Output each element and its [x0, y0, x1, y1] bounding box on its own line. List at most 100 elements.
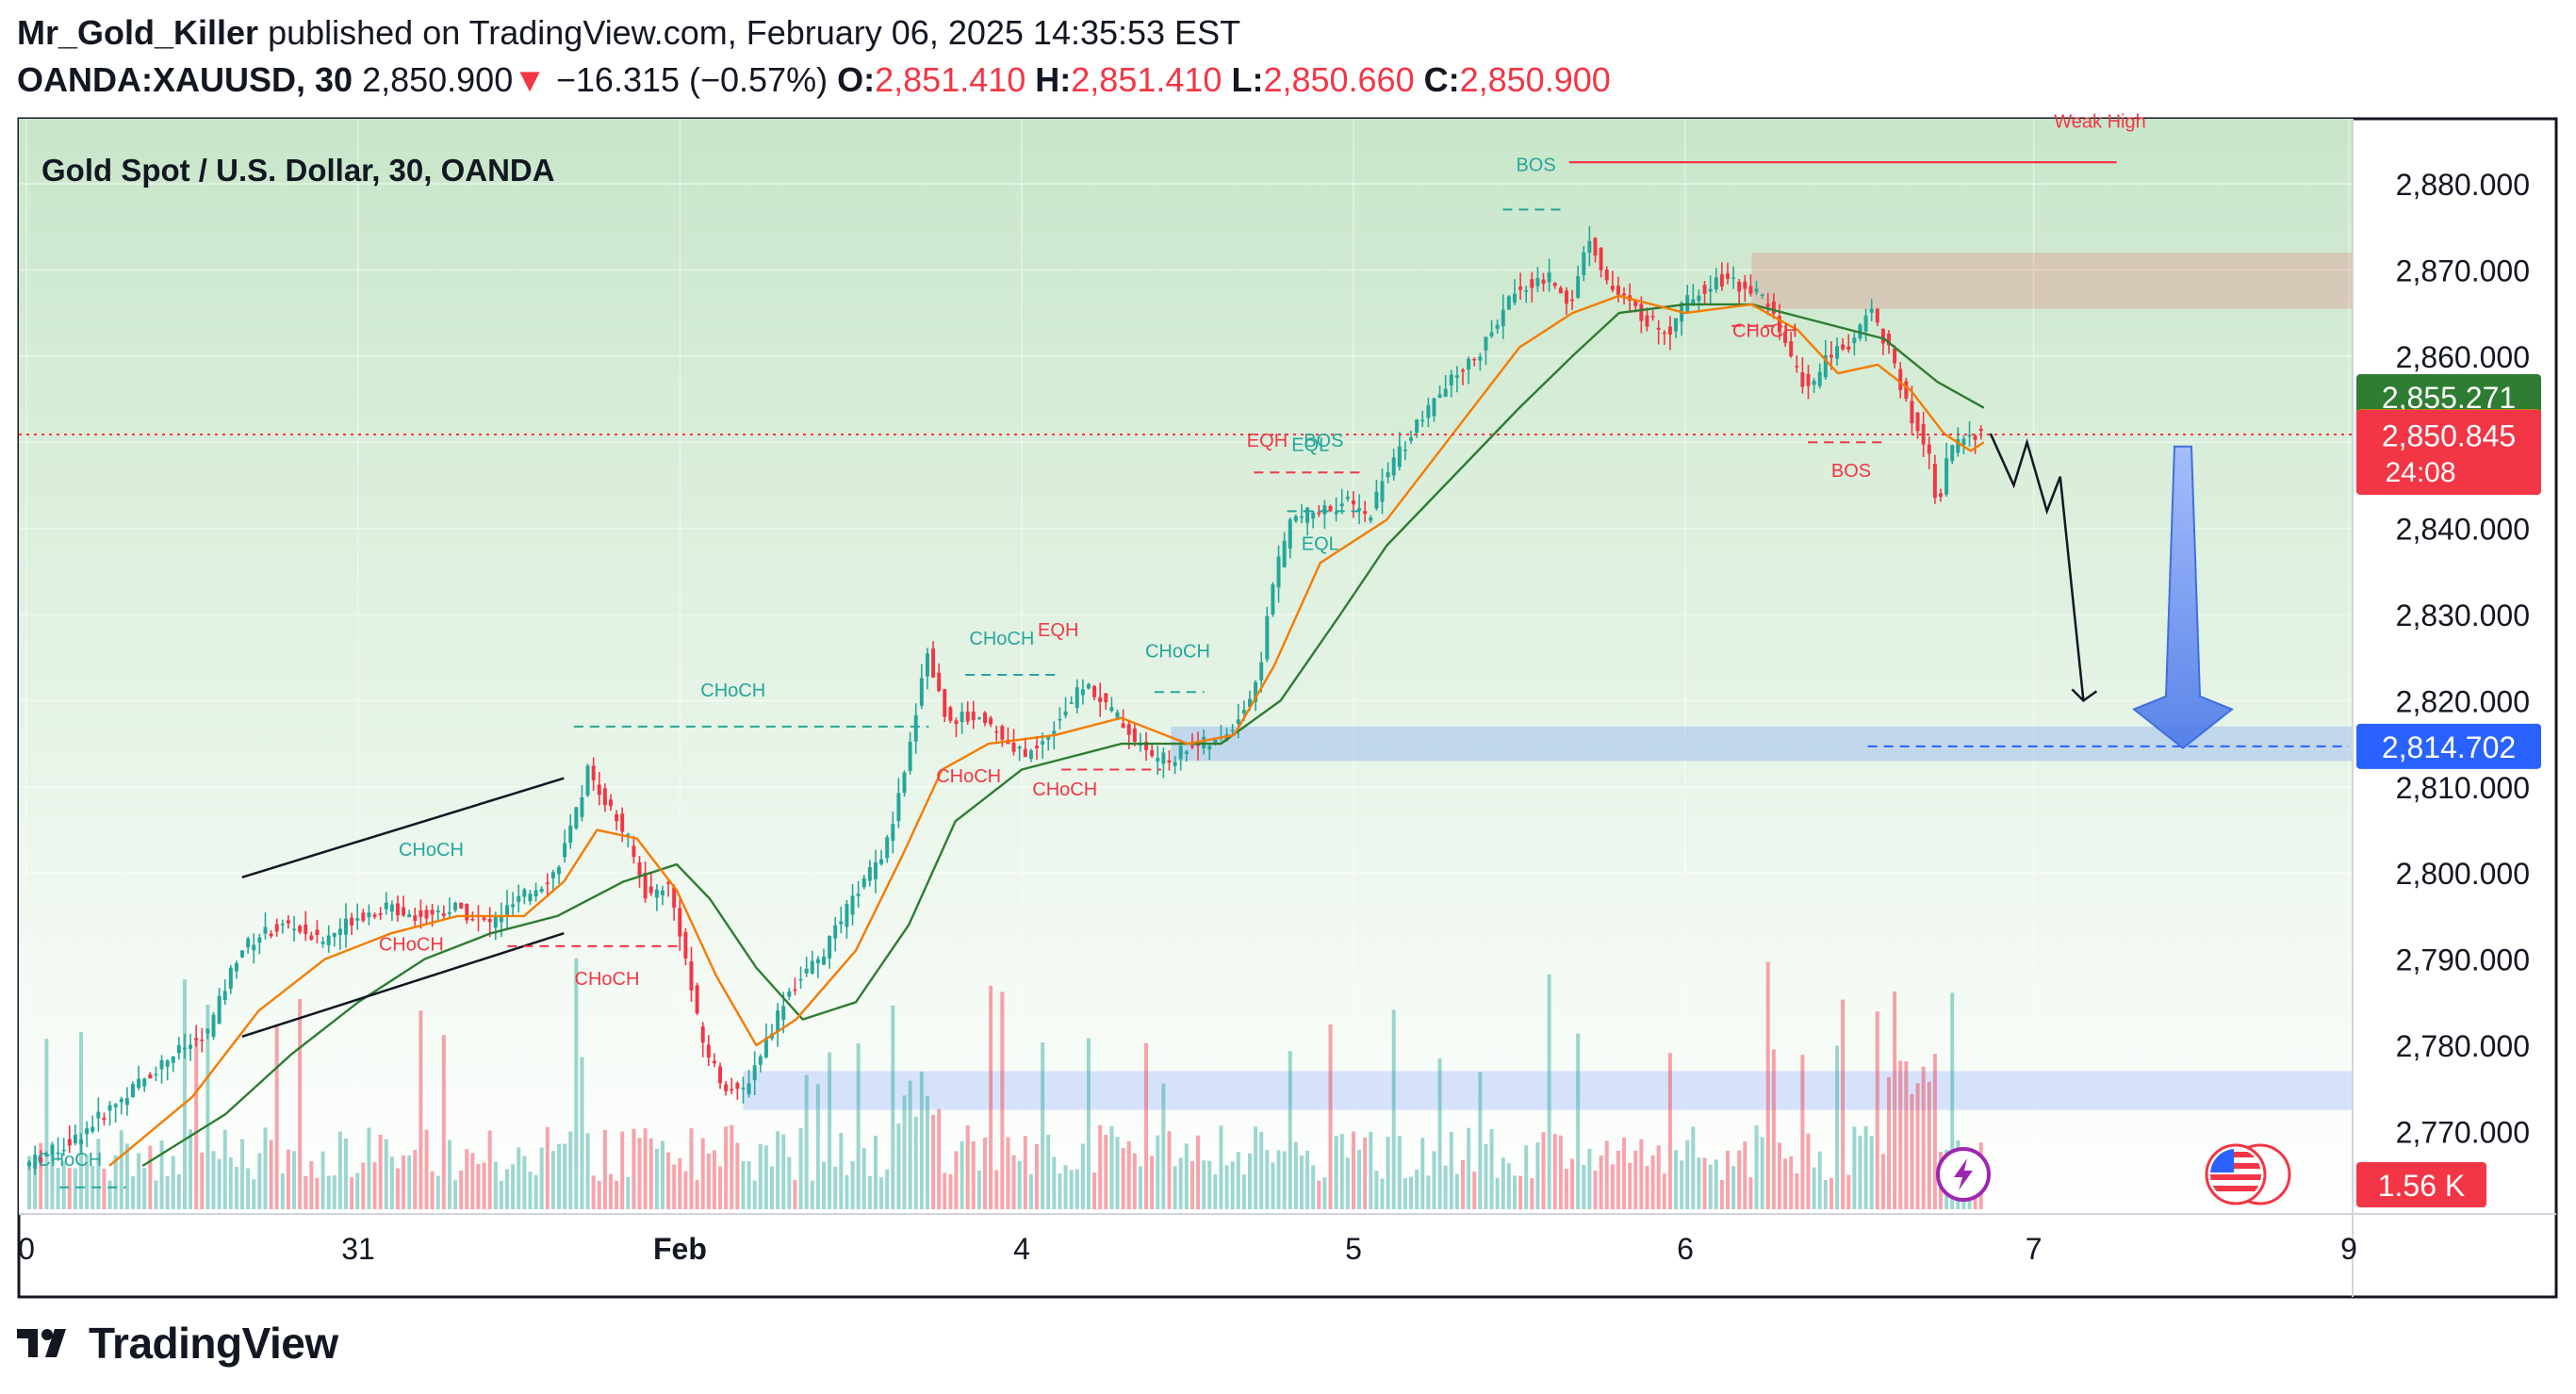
- candle-body: [1789, 341, 1794, 357]
- candle-body: [1461, 369, 1465, 372]
- demand-zone: [743, 1071, 2353, 1110]
- candle-body: [222, 991, 227, 1000]
- volume-bar: [1518, 1175, 1523, 1209]
- candle-body: [712, 1060, 716, 1064]
- volume-bar: [1028, 1173, 1033, 1209]
- volume-bar: [298, 998, 303, 1209]
- volume-bar: [1224, 1165, 1229, 1209]
- volume-bar: [798, 1127, 803, 1209]
- volume-bar: [73, 1168, 77, 1209]
- candle-body: [545, 882, 550, 885]
- volume-bar: [194, 1038, 199, 1209]
- volume-bar: [1426, 1175, 1431, 1209]
- candle-body: [960, 712, 964, 723]
- volume-bar: [1841, 999, 1846, 1209]
- volume-bar: [879, 1177, 884, 1209]
- us-flag-icon[interactable]: [2205, 1143, 2291, 1205]
- volume-bar: [113, 1155, 118, 1209]
- volume-bar: [891, 1005, 895, 1209]
- price-tick-label: 2,790.000: [2396, 943, 2530, 977]
- volume-bar: [1391, 1009, 1396, 1209]
- candle-body: [453, 903, 458, 910]
- candle-body: [989, 717, 993, 725]
- candle-body: [344, 918, 348, 935]
- author-name[interactable]: Mr_Gold_Killer: [17, 13, 259, 52]
- time-axis[interactable]: 0 31 Feb 4 5 6 7 9: [18, 1232, 2357, 1266]
- candle-body: [867, 867, 872, 881]
- volume-bar: [337, 1131, 342, 1209]
- annotation-label: CHoCH: [575, 969, 640, 990]
- volume-bar: [1622, 1137, 1627, 1209]
- volume-bar: [758, 1143, 763, 1209]
- candle-body: [672, 887, 677, 908]
- price-label-box: [2356, 374, 2541, 420]
- candle-body: [994, 730, 999, 733]
- volume-bar: [1495, 1177, 1500, 1209]
- candle-body: [1437, 394, 1442, 398]
- candle-body: [626, 833, 631, 836]
- volume-bar: [1259, 1131, 1264, 1209]
- candle-body: [189, 1044, 193, 1049]
- candle-body: [274, 924, 279, 932]
- volume-bar: [885, 1169, 890, 1209]
- volume-bar: [148, 1145, 153, 1209]
- lightning-icon[interactable]: [1936, 1147, 1991, 1202]
- candle-body: [1259, 662, 1264, 681]
- volume-bar: [1415, 1169, 1419, 1209]
- volume-bar: [1328, 1024, 1333, 1209]
- candle-body: [350, 917, 354, 926]
- symbol-name[interactable]: OANDA:XAUUSD, 30: [17, 60, 353, 99]
- candle-body: [1501, 309, 1505, 326]
- volume-bar: [1898, 1060, 1903, 1209]
- low-value: 2,850.660: [1263, 60, 1415, 99]
- candle-body: [591, 765, 596, 780]
- volume-bar: [937, 1108, 942, 1209]
- volume-bar: [332, 1175, 336, 1209]
- volume-bar: [67, 1167, 72, 1209]
- volume-bar: [1639, 1139, 1644, 1209]
- volume-bar: [1564, 1169, 1568, 1209]
- price-label-text: 2,850.845: [2382, 418, 2516, 452]
- candle-body: [263, 927, 268, 934]
- tradingview-logo[interactable]: TradingView: [17, 1318, 338, 1369]
- candle-body: [1063, 711, 1068, 715]
- candle-body: [1737, 281, 1742, 292]
- volume-bar: [189, 1129, 193, 1209]
- candle-body: [1161, 752, 1166, 764]
- candle-body: [1478, 356, 1483, 361]
- grid-lines: [19, 119, 2353, 1214]
- candle-body: [1236, 719, 1240, 724]
- volume-bar: [1380, 1178, 1385, 1209]
- volume-bar: [1789, 1156, 1794, 1209]
- candle-body: [1271, 584, 1275, 615]
- candle-body: [1893, 348, 1897, 364]
- volume-bar: [971, 1141, 976, 1209]
- candle-body: [781, 1006, 786, 1020]
- volume-bar: [447, 1140, 451, 1209]
- volume-bar: [50, 1149, 55, 1209]
- volume-bar: [1800, 1055, 1805, 1209]
- annotation-label: CHoCH: [1145, 642, 1210, 663]
- volume-bar: [602, 1129, 607, 1209]
- candle-body: [33, 1155, 38, 1169]
- volume-bar: [1248, 1153, 1252, 1209]
- candle-body: [833, 925, 838, 939]
- candle-body: [1610, 286, 1615, 290]
- candle-body: [378, 913, 383, 915]
- volume-bar: [1610, 1164, 1615, 1209]
- candle-body: [1092, 685, 1097, 697]
- candle-body: [1639, 303, 1644, 321]
- volume-bar: [1115, 1137, 1120, 1209]
- candle-body: [1841, 344, 1846, 350]
- volume-bar: [1530, 1177, 1534, 1209]
- volume-bar: [1915, 1083, 1920, 1209]
- volume-bar: [378, 1134, 383, 1209]
- volume-bar: [499, 1180, 503, 1209]
- annotation-label: Weak High: [2054, 112, 2145, 133]
- candle-body: [1765, 303, 1770, 307]
- candle-body: [1817, 371, 1822, 386]
- price-tick-label: 2,830.000: [2396, 599, 2530, 632]
- volume-bar: [292, 1151, 297, 1209]
- candle-body: [1190, 746, 1194, 747]
